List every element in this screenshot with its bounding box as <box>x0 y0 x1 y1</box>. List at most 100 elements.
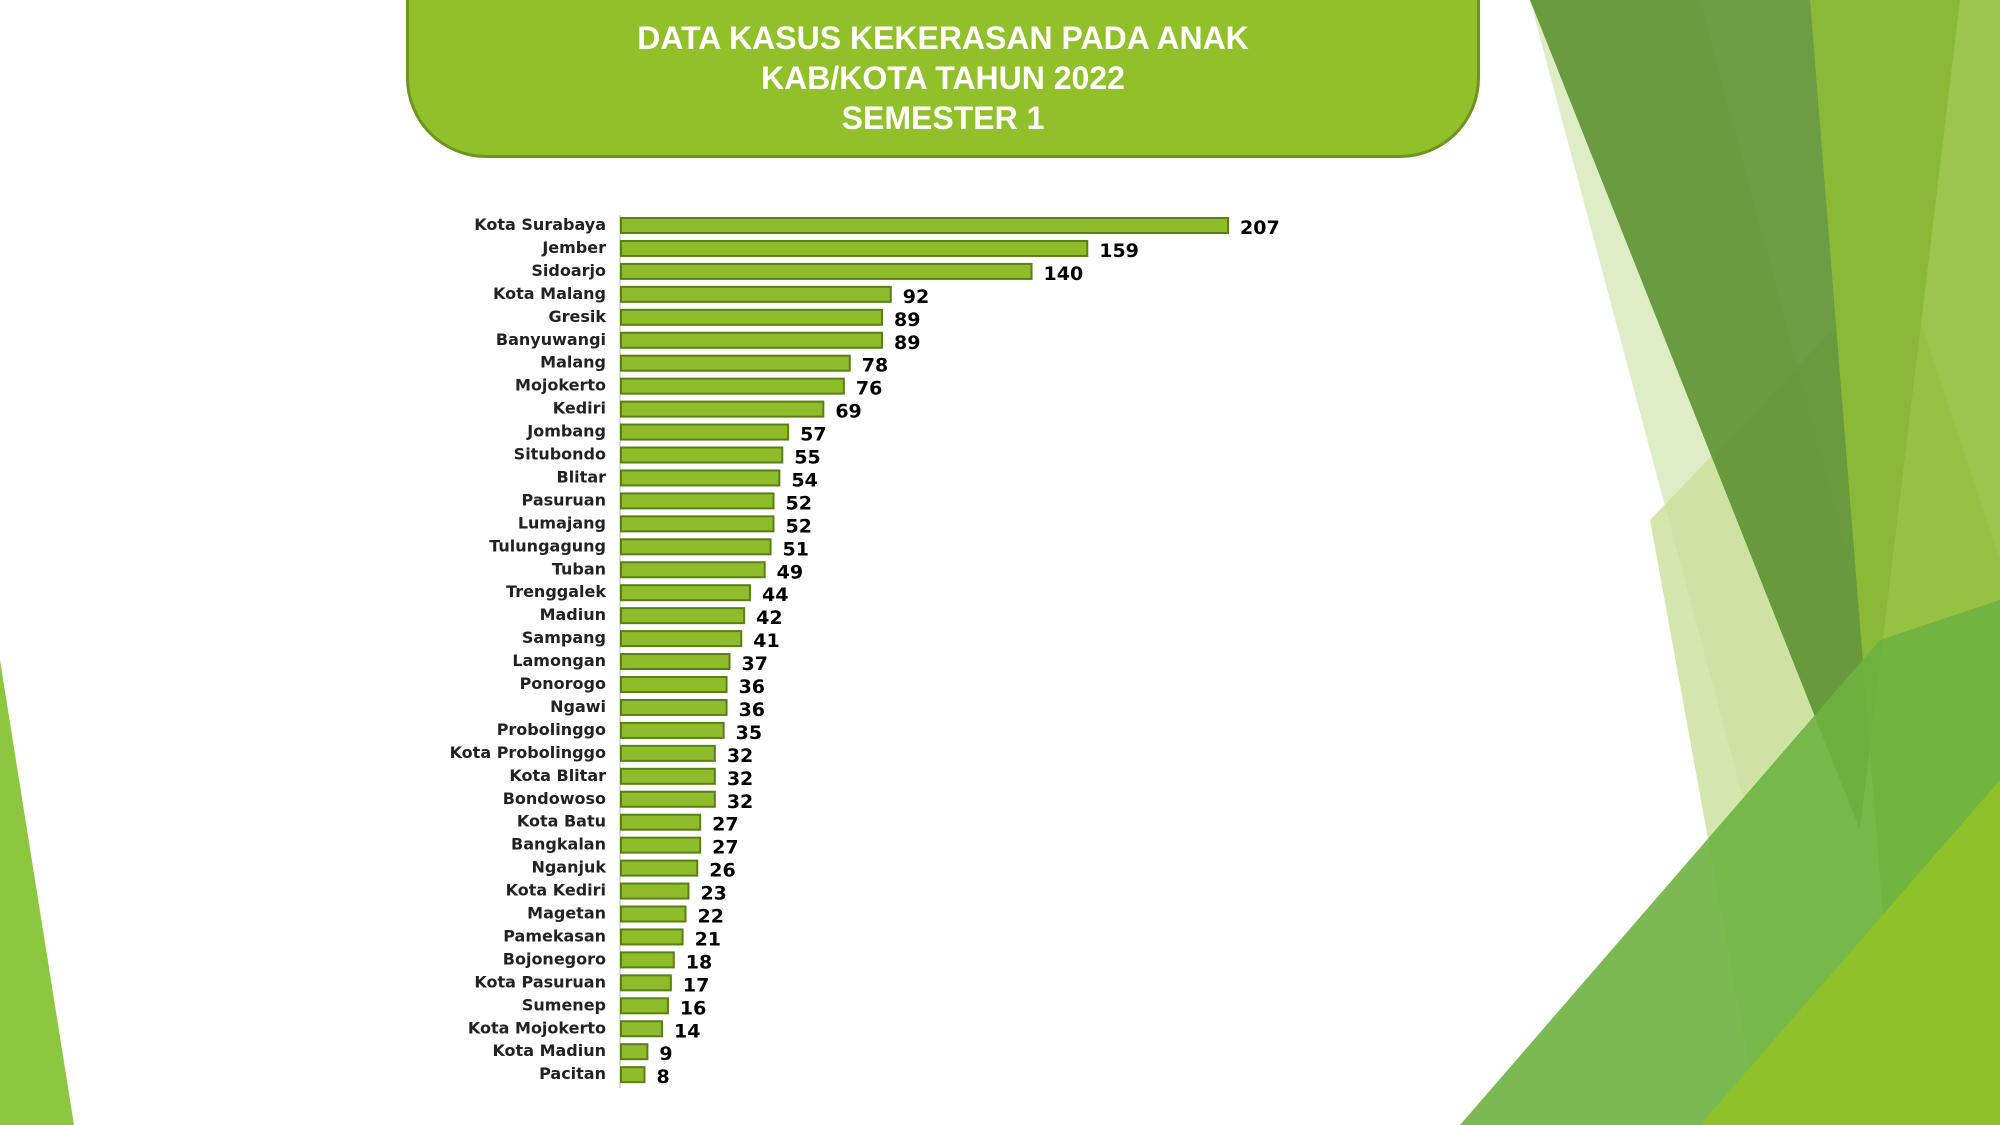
category-label: Bangkalan <box>511 835 606 854</box>
data-label: 23 <box>700 883 726 905</box>
bar <box>620 354 851 372</box>
category-label: Lumajang <box>518 513 606 532</box>
data-label: 27 <box>712 837 738 859</box>
category-label: Tulungagung <box>489 536 606 555</box>
data-label: 159 <box>1099 240 1139 262</box>
bar <box>620 630 743 648</box>
bar <box>620 469 781 487</box>
data-label: 52 <box>785 515 811 537</box>
category-label: Gresik <box>548 307 606 326</box>
bar <box>620 997 669 1015</box>
data-label: 78 <box>862 355 888 377</box>
bar <box>620 239 1089 257</box>
category-label: Probolinggo <box>497 720 606 739</box>
bar <box>620 676 728 693</box>
data-label: 21 <box>695 928 721 950</box>
category-label: Jombang <box>526 422 606 441</box>
category-label: Nganjuk <box>531 858 606 877</box>
chart-title-banner: DATA KASUS KEKERASAN PADA ANAK KAB/KOTA … <box>406 0 1480 158</box>
title-line-1: DATA KASUS KEKERASAN PADA ANAK <box>637 19 1249 56</box>
category-label: Ponorogo <box>520 674 606 693</box>
category-label: Kota Malang <box>493 284 606 303</box>
bar <box>620 951 675 969</box>
data-label: 8 <box>656 1066 669 1088</box>
bar <box>620 653 731 671</box>
category-label: Lamongan <box>512 651 606 670</box>
bar <box>620 584 752 602</box>
bar <box>620 744 716 762</box>
data-label: 57 <box>800 424 826 446</box>
category-label: Blitar <box>557 467 607 486</box>
data-label: 52 <box>785 492 811 514</box>
category-label: Kota Surabaya <box>474 215 606 234</box>
data-label: 16 <box>680 997 706 1019</box>
title-line-3: SEMESTER 1 <box>841 99 1045 136</box>
bar <box>620 721 725 739</box>
bar <box>620 423 790 441</box>
bar <box>620 308 883 326</box>
bar <box>620 1020 664 1038</box>
data-label: 76 <box>856 378 882 400</box>
category-label: Kota Probolinggo <box>450 743 606 762</box>
bar <box>620 538 772 556</box>
category-label: Mojokerto <box>515 376 606 395</box>
data-label: 27 <box>712 814 738 836</box>
data-label: 89 <box>894 309 920 331</box>
data-label: 35 <box>736 722 762 744</box>
bar <box>620 607 746 625</box>
category-label: Magetan <box>527 904 606 923</box>
category-label: Kota Mojokerto <box>468 1018 606 1037</box>
bar <box>620 446 784 464</box>
bars-layer: Kota Surabaya 207 Jember 159 Sidoarjo 140 Kota… <box>450 215 1280 1088</box>
category-label: Kota Madiun <box>492 1041 606 1060</box>
left-green-shard <box>0 660 74 1125</box>
bar <box>620 928 684 946</box>
data-label: 51 <box>783 538 809 560</box>
data-label: 18 <box>686 951 712 973</box>
category-label: Bondowoso <box>503 789 606 808</box>
category-label: Kota Kediri <box>506 881 606 900</box>
bar <box>620 698 728 716</box>
category-label: Madiun <box>540 605 606 624</box>
data-label: 42 <box>756 607 782 629</box>
category-label: Jember <box>541 238 606 257</box>
category-label: Kota Batu <box>517 812 606 831</box>
category-label: Bojonegoro <box>503 949 606 968</box>
category-label: Malang <box>540 353 606 372</box>
category-label: Sidoarjo <box>531 261 606 280</box>
bar <box>620 836 702 854</box>
category-label: Pasuruan <box>522 490 606 509</box>
data-label: 14 <box>674 1020 700 1042</box>
category-label: Banyuwangi <box>496 330 606 349</box>
data-label: 89 <box>894 332 920 354</box>
data-label: 92 <box>903 286 929 308</box>
data-label: 36 <box>739 699 765 721</box>
bar <box>620 1043 649 1061</box>
bar <box>620 767 716 785</box>
bar <box>620 262 1033 280</box>
category-label: Sampang <box>522 628 606 647</box>
data-label: 22 <box>698 906 724 928</box>
data-label: 17 <box>683 974 709 996</box>
data-label: 54 <box>791 469 817 491</box>
bar <box>620 905 687 923</box>
bar <box>620 974 672 992</box>
data-label: 69 <box>835 401 861 423</box>
data-label: 55 <box>794 447 820 469</box>
category-label: Tuban <box>552 559 606 578</box>
data-label: 36 <box>739 676 765 698</box>
category-label: Ngawi <box>550 697 606 716</box>
bar <box>620 377 845 395</box>
category-label: Kota Blitar <box>509 766 606 785</box>
data-label: 140 <box>1044 263 1084 285</box>
category-label: Pamekasan <box>503 926 606 945</box>
bar <box>620 492 775 510</box>
bar <box>620 217 1229 234</box>
bar <box>620 561 766 579</box>
bar <box>620 790 716 808</box>
data-label: 9 <box>659 1043 672 1065</box>
category-label: Kediri <box>553 399 606 418</box>
right-corner-shard <box>1700 780 2000 1125</box>
